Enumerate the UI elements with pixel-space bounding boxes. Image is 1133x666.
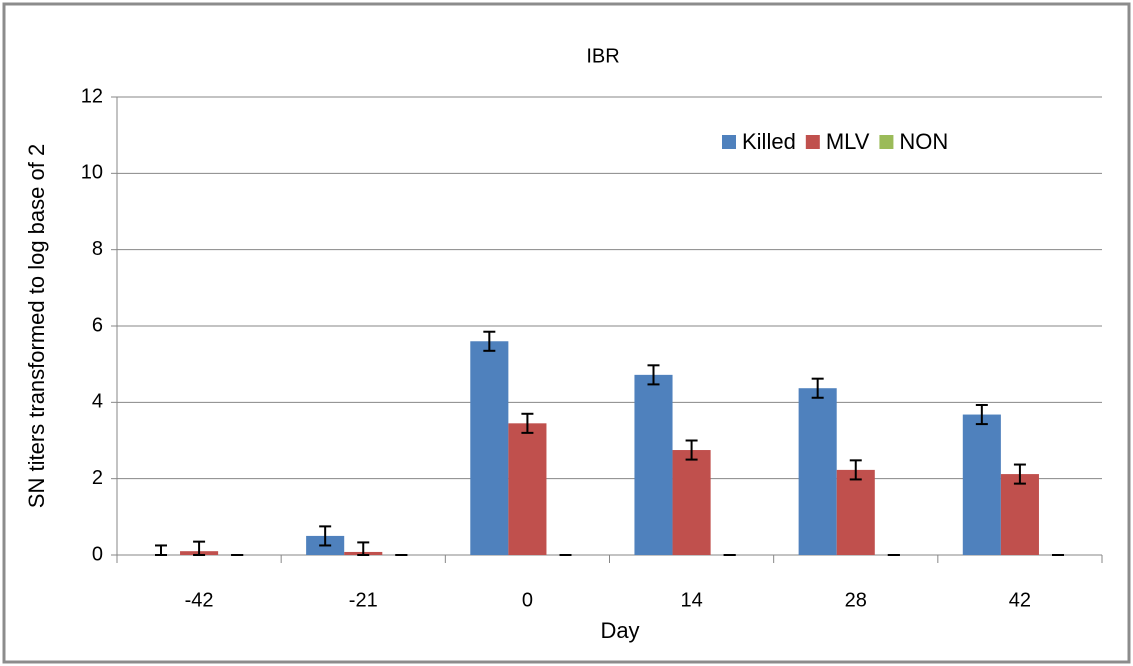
error-bar	[193, 540, 206, 556]
error-bar	[154, 544, 167, 556]
legend-swatch	[722, 135, 736, 149]
bar	[962, 414, 1001, 555]
y-tick-label: 4	[92, 391, 103, 413]
legend-label: MLV	[826, 129, 870, 154]
error-bar	[521, 412, 534, 434]
error-bar	[1013, 463, 1026, 485]
x-tick-label: -21	[349, 589, 378, 611]
x-tick-label: 28	[845, 589, 867, 611]
bar	[672, 450, 711, 555]
error-bar	[811, 377, 824, 399]
chart-title: IBR	[586, 45, 619, 67]
legend-swatch	[879, 135, 894, 149]
bar	[1000, 474, 1039, 555]
error-bar	[319, 525, 332, 547]
bar	[836, 469, 875, 555]
error-bar	[647, 364, 660, 386]
legend-label: Killed	[742, 129, 796, 154]
x-tick-label: 42	[1009, 589, 1031, 611]
x-tick-label: 14	[680, 589, 702, 611]
error-bar	[685, 439, 698, 461]
y-axis-label: SN titers transformed to log base of 2	[24, 144, 49, 508]
bar	[634, 374, 673, 555]
y-tick-label: 0	[92, 543, 103, 565]
error-bar	[975, 404, 988, 426]
y-tick-label: 6	[92, 314, 103, 336]
error-bar	[483, 330, 496, 352]
bar	[508, 423, 547, 555]
legend-swatch	[805, 135, 820, 149]
bar	[470, 341, 509, 555]
legend-label: NON	[899, 129, 948, 154]
error-bar	[357, 541, 370, 556]
x-axis-label: Day	[600, 618, 639, 643]
y-tick-label: 8	[92, 238, 103, 260]
error-bar	[849, 459, 862, 481]
y-tick-label: 10	[81, 162, 103, 184]
y-tick-label: 2	[92, 467, 103, 489]
y-tick-label: 12	[81, 85, 103, 107]
x-tick-label: 0	[522, 589, 533, 611]
x-tick-label: -42	[185, 589, 214, 611]
bar	[798, 388, 837, 555]
